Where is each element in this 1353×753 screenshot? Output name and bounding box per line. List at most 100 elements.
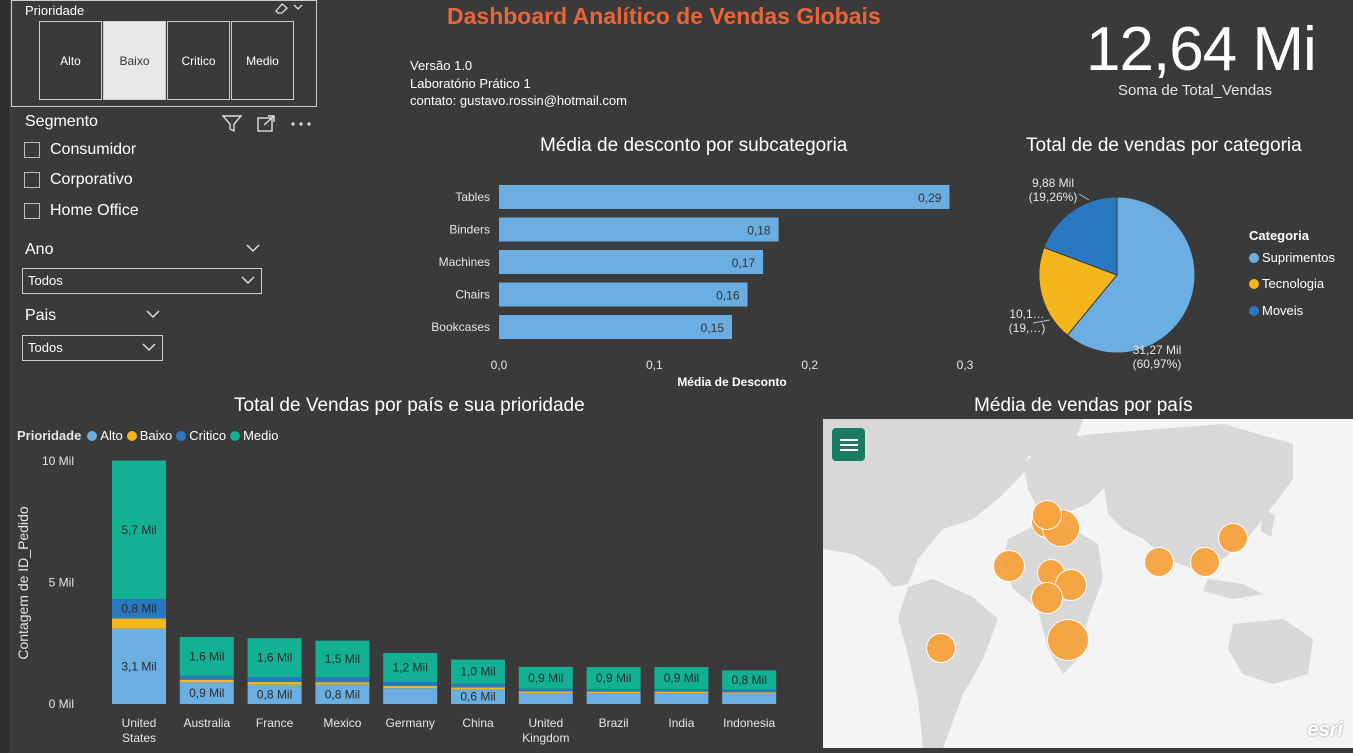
contact-text: contato: gustavo.rossin@hotmail.com <box>410 93 627 108</box>
stacked-segment <box>247 684 302 704</box>
kpi-total-sales-value: 12,64 Mi <box>1086 15 1317 84</box>
discount-bar-chart[interactable]: Tables 0,29 Binders 0,18 Machines 0,17 Chairs 0… <box>400 170 990 392</box>
stacked-legend: Prioridade Alto Baixo Critico Medio <box>17 428 279 443</box>
slice-value-label: 10,1… <box>1009 307 1044 321</box>
map-bubble[interactable] <box>1218 523 1248 553</box>
sales-map[interactable]: esri <box>823 419 1353 748</box>
eraser-icon[interactable] <box>274 1 306 15</box>
stacked-segment <box>179 636 234 676</box>
legend-dot <box>1249 305 1259 316</box>
legend-label: Moveis <box>1262 303 1304 318</box>
map-bubble[interactable] <box>1144 547 1174 577</box>
map-bubble[interactable] <box>1031 582 1063 614</box>
y-tick-label: 0 Mil <box>49 697 74 711</box>
checkbox[interactable] <box>24 142 40 158</box>
category-label: Mexico <box>323 716 361 730</box>
stacked-segment <box>518 688 573 692</box>
kpi-total-sales-label: Soma de Total_Vendas <box>1118 82 1273 99</box>
map-bubble[interactable] <box>1032 500 1062 530</box>
tick-label: 0,0 <box>491 358 508 372</box>
country-dropdown[interactable]: Todos <box>22 335 163 361</box>
year-slicer-title: Ano <box>25 241 54 258</box>
stacked-segment <box>586 688 641 692</box>
category-label: Kingdom <box>522 731 569 745</box>
map-bubble[interactable] <box>926 633 956 663</box>
category-pie-chart[interactable]: 31,27 Mil(60,97%) 10,1…(19,…) 9,88 Mil(19,… <box>975 168 1235 378</box>
priority-option-alto[interactable]: Alto <box>39 21 102 100</box>
y-tick-label: 5 Mil <box>49 576 74 590</box>
stacked-segment <box>315 682 370 685</box>
data-label: 0,18 <box>747 224 771 238</box>
category-label: Bookcases <box>431 320 490 334</box>
country-stacked-bar-chart[interactable]: 10 Mil 5 Mil 0 Mil Contagem de ID_Pedido 3,1… <box>10 448 810 750</box>
segment-option-consumidor[interactable]: Consumidor <box>24 140 136 160</box>
data-label: 0,29 <box>918 191 942 205</box>
segment-label: 0,9 Mil <box>664 671 699 685</box>
category-label: Tables <box>455 190 490 204</box>
stacked-segment <box>518 666 573 689</box>
legend-label[interactable]: Alto <box>100 428 123 443</box>
legend-label: Tecnologia <box>1262 276 1325 291</box>
priority-option-medio[interactable]: Medio <box>231 21 294 100</box>
map-bubble[interactable] <box>1047 619 1089 661</box>
pie-legend-item[interactable]: Suprimentos <box>1249 250 1335 265</box>
category-label: Australia <box>183 716 230 730</box>
checkbox[interactable] <box>24 172 40 188</box>
stacked-segment <box>654 691 709 694</box>
country-slicer-title: Pais <box>25 307 57 324</box>
category-label: Brazil <box>599 716 629 730</box>
category-label: Binders <box>449 223 490 237</box>
slice-percent-label: (19,…) <box>1009 321 1046 335</box>
y-tick-label: 10 Mil <box>42 454 74 468</box>
slice-value-label: 9,88 Mil <box>1032 176 1074 190</box>
map-menu-button[interactable] <box>832 428 865 461</box>
category-label: China <box>462 716 494 730</box>
version-text: Versão 1.0 <box>410 58 473 73</box>
priority-option-baixo[interactable]: Baixo <box>103 21 166 100</box>
stacked-segment <box>179 679 234 683</box>
segment-option-corporativo[interactable]: Corporativo <box>24 170 133 190</box>
more-options-icon[interactable] <box>291 122 311 126</box>
tick-label: 0,1 <box>646 358 663 372</box>
priority-option-critico[interactable]: Critico <box>167 21 230 100</box>
map-bubble[interactable] <box>993 550 1025 582</box>
stacked-segment <box>586 691 641 694</box>
pie-legend-item[interactable]: Tecnologia <box>1249 276 1324 291</box>
legend-label[interactable]: Baixo <box>139 428 173 443</box>
chevron-down-icon <box>241 276 255 285</box>
chevron-down-icon[interactable] <box>246 243 260 253</box>
legend-dot <box>176 430 187 441</box>
segment-option-home-office[interactable]: Home Office <box>24 201 139 221</box>
checkbox[interactable] <box>24 203 40 219</box>
pie-slice <box>1066 196 1196 354</box>
stacked-segment <box>112 618 166 629</box>
legend-label[interactable]: Critico <box>189 428 227 443</box>
bar <box>499 185 950 209</box>
pie-slice <box>1043 196 1118 276</box>
category-label: United <box>122 716 157 730</box>
stacked-segment <box>247 638 302 678</box>
legend-label[interactable]: Medio <box>243 428 279 443</box>
segment-option-label: Consumidor <box>50 141 137 158</box>
stacked-segment <box>451 687 505 690</box>
priority-slicer-title: Prioridade <box>25 3 85 18</box>
pie-legend-item[interactable]: Moveis <box>1249 303 1303 318</box>
legend-dot <box>126 430 137 441</box>
slice-percent-label: (60,97%) <box>1133 357 1182 371</box>
filter-icon[interactable] <box>221 115 243 133</box>
country-dropdown-value: Todos <box>28 340 63 355</box>
stacked-segment <box>112 628 166 704</box>
pie-chart-title: Total de de vendas por categoria <box>1026 135 1302 156</box>
category-label: France <box>256 716 294 730</box>
segment-label: 0,9 Mil <box>528 671 563 685</box>
segment-label: 0,9 Mil <box>189 686 224 700</box>
focus-mode-icon[interactable] <box>257 115 275 132</box>
leader-line <box>1078 193 1090 201</box>
data-label: 0,17 <box>732 256 756 270</box>
map-bubble[interactable] <box>1190 547 1220 577</box>
bar <box>499 315 732 339</box>
chevron-down-icon[interactable] <box>146 309 160 319</box>
lab-text: Laboratório Prático 1 <box>410 76 531 91</box>
year-dropdown[interactable]: Todos <box>22 268 262 294</box>
world-map[interactable] <box>823 419 1353 748</box>
